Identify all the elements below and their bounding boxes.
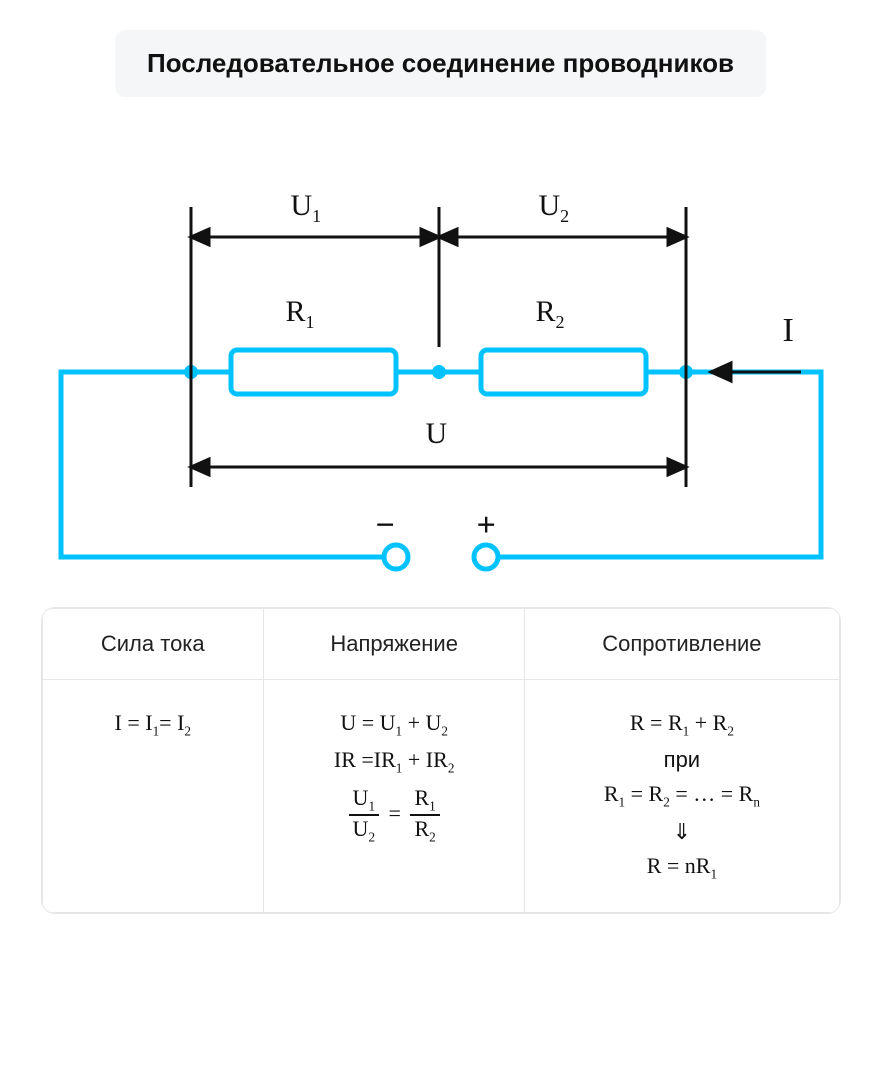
label-minus: − bbox=[376, 507, 395, 545]
label-r2: R2 bbox=[536, 295, 565, 333]
circuit-diagram: U1 U2 R1 R2 I U − + bbox=[41, 137, 841, 587]
cell-resistance: R = R1 + R2 при R1 = R2 = … = Rn ⇓ R = n… bbox=[525, 680, 839, 913]
formula-table: Сила тока Напряжение Сопротивление I = I… bbox=[41, 607, 841, 914]
label-u1: U1 bbox=[291, 189, 322, 227]
cell-voltage: U = U1 + U2 IR =IR1 + IR2 U1 U2 = R1 bbox=[264, 680, 525, 913]
header-resistance: Сопротивление bbox=[525, 609, 839, 680]
table-header-row: Сила тока Напряжение Сопротивление bbox=[42, 609, 839, 680]
label-u: U bbox=[426, 417, 448, 451]
header-voltage: Напряжение bbox=[264, 609, 525, 680]
label-plus: + bbox=[477, 507, 496, 545]
page-title: Последовательное соединение проводников bbox=[115, 30, 766, 97]
label-r1: R1 bbox=[286, 295, 315, 333]
cell-current: I = I1= I2 bbox=[42, 680, 264, 913]
circuit-svg bbox=[41, 137, 841, 587]
label-u2: U2 bbox=[539, 189, 570, 227]
table-row: I = I1= I2 U = U1 + U2 IR =IR1 + IR2 U1 … bbox=[42, 680, 839, 913]
header-current: Сила тока bbox=[42, 609, 264, 680]
label-i: I bbox=[783, 312, 794, 350]
